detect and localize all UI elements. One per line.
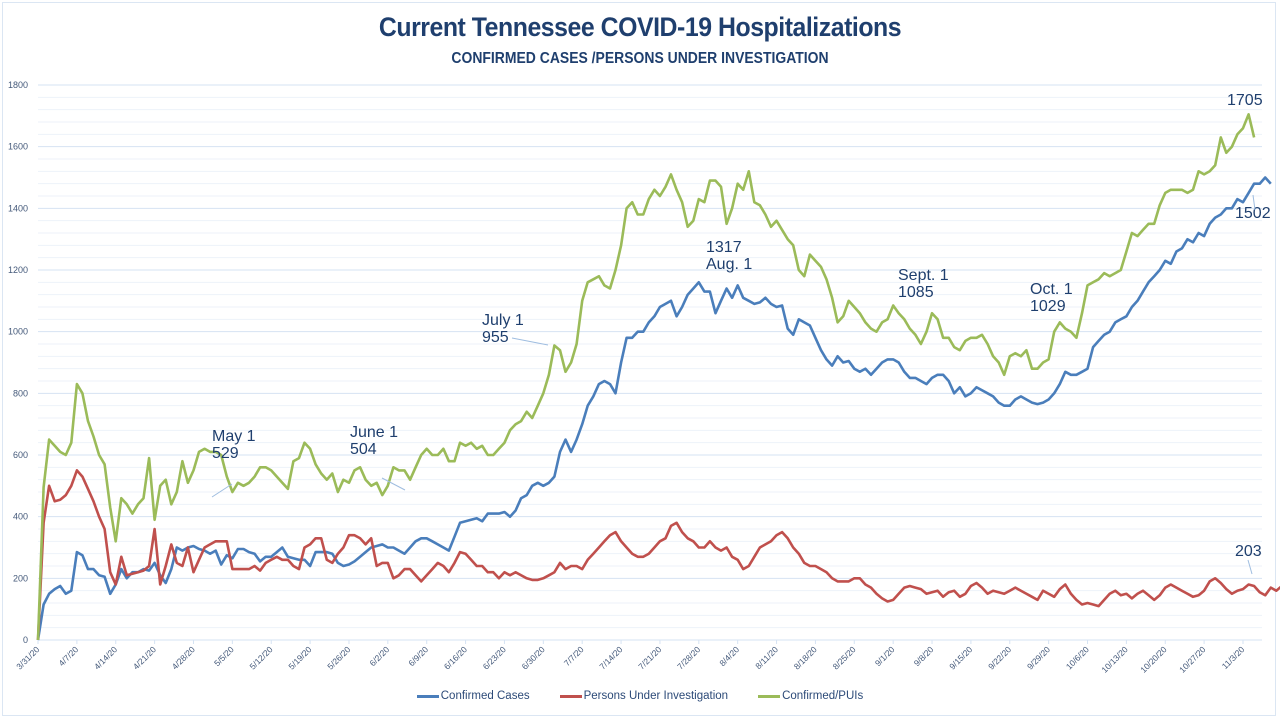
legend-label: Persons Under Investigation [583, 690, 729, 702]
annotation-label: Sept. 1 [898, 267, 949, 284]
y-tick-label: 1200 [8, 265, 28, 275]
legend: Confirmed Cases Persons Under Investigat… [0, 690, 1280, 702]
annotation-label: July 1 [482, 312, 524, 329]
annotation-label: 1502 [1235, 205, 1271, 222]
y-tick-label: 1800 [8, 80, 28, 90]
x-tick-label: 3/31/20 [14, 644, 41, 671]
y-tick-label: 0 [23, 635, 28, 645]
legend-label: Confirmed Cases [440, 690, 530, 702]
annotation-label: 1705 [1227, 92, 1263, 109]
annotation-leader [511, 337, 549, 346]
y-tick-label: 1000 [8, 327, 28, 337]
y-tick-label: 1400 [8, 203, 28, 213]
annotation-label: May 1 [212, 428, 256, 445]
legend-swatch-confirmed-cases [416, 694, 439, 698]
y-tick-label: 800 [13, 388, 28, 398]
x-tick-label: 7/21/20 [636, 644, 663, 671]
annotation-label: June 1 [350, 424, 398, 441]
annotation-label: 504 [350, 441, 377, 458]
legend-label: Confirmed/PUIs [782, 690, 864, 702]
x-tick-label: 4/7/20 [56, 644, 80, 668]
annotation: 1705 [1227, 92, 1263, 109]
chart-subtitle: CONFIRMED CASES /PERSONS UNDER INVESTIGA… [451, 50, 829, 67]
series-line-persons-under-investigation [36, 469, 1280, 641]
series-line-confirmed-puis [36, 113, 1256, 641]
x-tick-label: 8/4/20 [717, 644, 741, 668]
annotation-label: 203 [1235, 543, 1262, 560]
x-tick-label: 6/23/20 [481, 644, 508, 671]
x-tick-label: 10/27/20 [1177, 644, 1208, 675]
y-axis: 0 200 400 600 800 1000 1200 1400 1600 1800 [8, 80, 28, 645]
x-tick-label: 9/29/20 [1025, 644, 1052, 671]
x-tick-label: 9/1/20 [873, 644, 897, 668]
x-tick-label: 6/2/20 [367, 644, 391, 668]
annotation: 203 [1235, 543, 1262, 575]
x-tick-label: 6/30/20 [520, 644, 547, 671]
x-axis: 3/31/20 4/7/20 4/14/20 4/21/20 4/28/20 5/5/20… [14, 640, 1247, 675]
legend-item-confirmed-puis: Confirmed/PUIs [758, 690, 863, 702]
annotation-leader [1252, 194, 1256, 211]
chart-title: Current Tennessee COVID-19 Hospitalizati… [378, 12, 902, 42]
x-tick-label: 10/6/20 [1064, 644, 1091, 671]
annotation-leader [1247, 559, 1253, 575]
y-tick-label: 600 [13, 450, 28, 460]
x-tick-label: 9/22/20 [986, 644, 1013, 671]
x-tick-label: 5/12/20 [248, 644, 275, 671]
legend-swatch-pui [559, 694, 582, 698]
x-tick-label: 9/8/20 [912, 644, 936, 668]
x-tick-label: 10/20/20 [1138, 644, 1169, 675]
y-tick-label: 400 [13, 512, 28, 522]
x-tick-label: 8/25/20 [831, 644, 858, 671]
annotation-label: 955 [482, 329, 509, 346]
x-tick-label: 7/14/20 [597, 644, 624, 671]
x-tick-label: 4/21/20 [131, 644, 158, 671]
series-lines [36, 113, 1280, 641]
annotation-leader [211, 483, 233, 498]
x-tick-label: 5/26/20 [325, 644, 352, 671]
x-tick-label: 7/28/20 [675, 644, 702, 671]
x-tick-label: 5/5/20 [212, 644, 236, 668]
y-tick-label: 200 [13, 573, 28, 583]
annotation: 1502 [1235, 194, 1271, 222]
legend-swatch-confirmed-puis [758, 694, 781, 698]
series-line-confirmed-cases [36, 176, 1272, 641]
y-tick-label: 1600 [8, 142, 28, 152]
legend-item-pui: Persons Under Investigation [559, 690, 729, 702]
annotation-label: 1029 [1030, 298, 1066, 315]
x-tick-label: 7/7/20 [562, 644, 586, 668]
annotation-label: 1085 [898, 284, 934, 301]
legend-item-confirmed-cases: Confirmed Cases [416, 690, 530, 702]
x-tick-label: 11/3/20 [1220, 644, 1247, 671]
annotation-label: Oct. 1 [1030, 281, 1073, 298]
x-tick-label: 9/15/20 [947, 644, 974, 671]
x-tick-label: 8/11/20 [753, 644, 780, 671]
gridlines [38, 84, 1262, 641]
annotation-label: 529 [212, 445, 239, 462]
x-tick-label: 4/14/20 [92, 644, 119, 671]
x-tick-label: 6/9/20 [406, 644, 430, 668]
x-tick-label: 10/13/20 [1099, 644, 1130, 675]
x-tick-label: 5/19/20 [286, 644, 313, 671]
x-tick-label: 6/16/20 [442, 644, 469, 671]
annotation-label: 1317 [706, 239, 742, 256]
x-tick-label: 4/28/20 [170, 644, 197, 671]
x-tick-label: 8/18/20 [792, 644, 819, 671]
annotation-leader [381, 477, 406, 491]
annotation-label: Aug. 1 [706, 256, 752, 273]
